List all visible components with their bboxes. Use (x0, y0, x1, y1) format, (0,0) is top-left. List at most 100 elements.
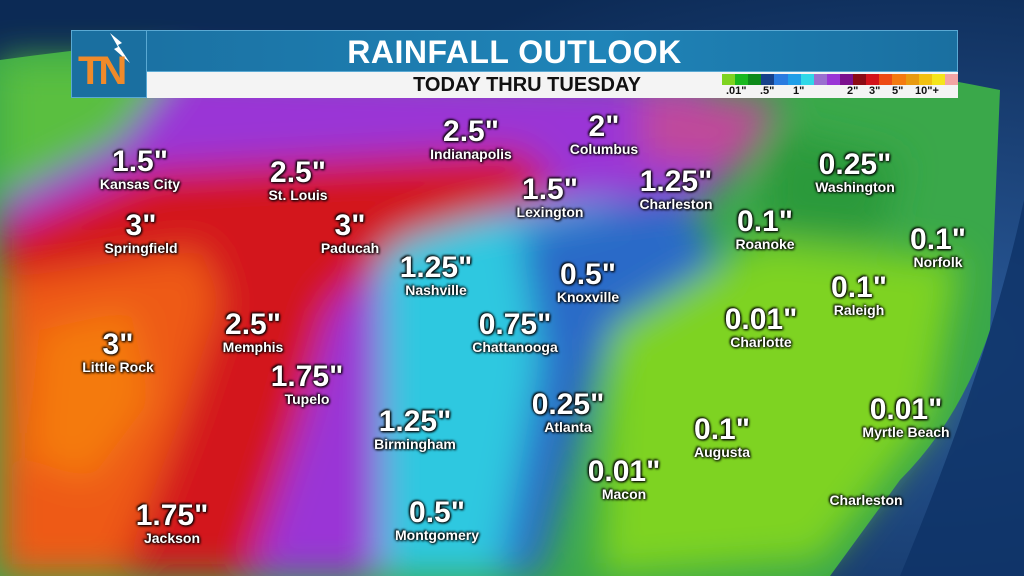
legend-swatch (722, 74, 736, 85)
city-rainfall-label: 0.1" Raleigh (831, 271, 887, 319)
rainfall-value: 1.25" (378, 405, 452, 438)
city-rainfall-label: 1.25" Birmingham (374, 405, 456, 453)
city-rainfall-label: 0.01" Myrtle Beach (862, 395, 950, 441)
city-name: Charlotte (730, 334, 792, 350)
page-subtitle: TODAY THRU TUESDAY (413, 74, 641, 96)
legend-ticks: .01" .5" 1" 2" 3" 5" 10"+ (722, 85, 958, 98)
city-name: Springfield (104, 240, 178, 256)
legend-tick: .5" (760, 85, 775, 97)
legend-swatch (787, 74, 801, 85)
rainfall-value: 1.25" (639, 165, 713, 198)
rainfall-value: 0.01" (587, 455, 661, 488)
city-rainfall-label: 2.5" St. Louis (268, 156, 328, 204)
city-name: Birmingham (374, 436, 456, 452)
city-name: Macon (601, 486, 647, 502)
title-bar: RAINFALL OUTLOOK (71, 30, 958, 72)
city-rainfall-label: 1.25" Nashville (399, 251, 473, 299)
legend-swatch (826, 74, 840, 85)
rainfall-value: 0.1" (910, 223, 966, 256)
legend-tick: 10"+ (915, 85, 939, 97)
city-name: Charleston (829, 492, 903, 508)
city-rainfall-label: 2.5" Indianapolis (430, 115, 512, 163)
logo-text: TN (78, 49, 127, 93)
rainfall-value: 1.5" (522, 173, 578, 206)
city-rainfall-label: 2" Columbus (569, 110, 639, 158)
legend-swatch (905, 74, 919, 85)
rainfall-value: 0.5" (409, 496, 465, 529)
rainfall-value: 2.5" (225, 308, 281, 341)
rainfall-value: 1.5" (112, 145, 168, 178)
city-rainfall-label: 0.5" Knoxville (556, 258, 620, 306)
rainfall-legend: .01" .5" 1" 2" 3" 5" 10"+ (722, 72, 958, 98)
city-rainfall-label: 0.25" Washington (815, 148, 895, 196)
city-rainfall-label: 0.1" Roanoke (735, 205, 794, 253)
city-name: Indianapolis (430, 146, 512, 162)
city-name: St. Louis (268, 187, 328, 203)
rainfall-value: 0.25" (531, 388, 605, 421)
legend-swatch (761, 74, 775, 85)
city-name: Tupelo (284, 391, 330, 407)
legend-tick: .01" (726, 85, 747, 97)
city-rainfall-label: 1.75" Jackson (135, 499, 209, 547)
city-rainfall-label: 0.25" Atlanta (531, 388, 605, 436)
rainfall-value: 3" (125, 209, 157, 242)
city-name: Little Rock (82, 359, 154, 375)
rainfall-value: 2.5" (443, 115, 499, 148)
city-name: Columbus (569, 141, 639, 157)
city-rainfall-label: 1.25" Charleston (639, 165, 713, 213)
rainfall-value: 0.1" (737, 205, 793, 238)
city-name: Jackson (143, 530, 201, 546)
city-name: Chattanooga (472, 339, 558, 355)
legend-tick: 3" (869, 85, 881, 97)
city-rainfall-label: 0.01" Charlotte (724, 303, 798, 351)
legend-swatch (879, 74, 893, 85)
rainfall-value: 1.75" (135, 499, 209, 532)
legend-tick: 5" (892, 85, 904, 97)
lightning-bolt-icon (110, 33, 130, 63)
rainfall-value: 0.75" (478, 308, 552, 341)
page-title: RAINFALL OUTLOOK (347, 34, 682, 70)
city-name: Nashville (405, 282, 467, 298)
city-rainfall-label: 1.75" Tupelo (270, 360, 344, 408)
legend-tick: 1" (793, 85, 805, 97)
city-name: Augusta (694, 444, 750, 460)
rainfall-value: 2.5" (270, 156, 326, 189)
city-rainfall-label: 2.5" Memphis (222, 308, 284, 356)
city-rainfall-label: 1.5" Lexington (516, 173, 584, 221)
city-rainfall-label: 0.1" Norfolk (910, 223, 966, 271)
rainfall-value: 0.01" (724, 303, 798, 336)
rainfall-value: 0.5" (560, 258, 616, 291)
legend-swatch (892, 74, 906, 85)
legend-swatch (748, 74, 762, 85)
rainfall-value: 3" (102, 328, 134, 361)
city-name: Knoxville (556, 289, 620, 305)
rainfall-value: 2" (588, 110, 620, 143)
city-name: Montgomery (395, 527, 479, 543)
legend-swatch (866, 74, 880, 85)
rainfall-value: 1.75" (270, 360, 344, 393)
city-rainfall-label: 0.75" Chattanooga (472, 308, 558, 356)
city-name: Charleston (639, 196, 713, 212)
header-banner: RAINFALL OUTLOOK TODAY THRU TUESDAY TN .… (71, 30, 958, 98)
legend-color-scale (722, 74, 958, 85)
city-name: Memphis (222, 339, 284, 355)
tn-logo: TN (71, 30, 147, 98)
city-rainfall-label: 0.5" Montgomery (395, 496, 479, 544)
rainfall-value: 1.25" (399, 251, 473, 284)
rainfall-value: 3" (334, 209, 366, 242)
legend-swatch (931, 74, 945, 85)
legend-swatch (853, 74, 867, 85)
city-rainfall-label: 3" Paducah (321, 209, 379, 257)
rainfall-value: 0.1" (694, 413, 750, 446)
city-name: Kansas City (99, 176, 181, 192)
city-rainfall-label: 1.5" Kansas City (99, 145, 181, 193)
city-name: Norfolk (913, 254, 963, 270)
city-name: Washington (815, 179, 895, 195)
city-name: Lexington (516, 204, 584, 220)
rainfall-value: 0.25" (818, 148, 892, 181)
city-name: Myrtle Beach (862, 424, 950, 440)
legend-swatch (839, 74, 854, 85)
city-name: Atlanta (544, 419, 592, 435)
legend-swatch (735, 74, 749, 85)
rainfall-value: 0.1" (831, 271, 887, 304)
